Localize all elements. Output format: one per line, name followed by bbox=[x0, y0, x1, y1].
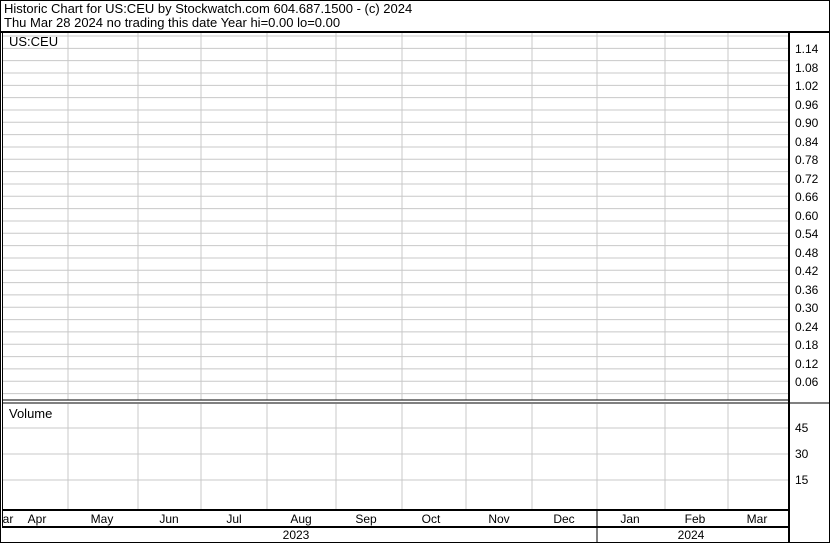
volume-tick-label: 45 bbox=[795, 421, 809, 435]
price-tick-label: 0.72 bbox=[795, 171, 819, 186]
price-tick-label: 0.42 bbox=[795, 264, 819, 278]
month-label: Jun bbox=[159, 512, 179, 526]
year-label: 2024 bbox=[677, 528, 705, 542]
volume-tick-label: 15 bbox=[795, 473, 809, 487]
price-tick-label: 0.12 bbox=[795, 356, 819, 371]
month-label: Oct bbox=[421, 512, 441, 526]
price-tick-label: 0.48 bbox=[795, 245, 819, 260]
price-tick-label: 1.02 bbox=[795, 79, 819, 93]
price-tick-label: 0.90 bbox=[795, 116, 819, 130]
month-label: Mar bbox=[746, 512, 768, 526]
price-tick-label: 0.96 bbox=[795, 97, 819, 112]
month-label: May bbox=[90, 512, 114, 526]
year-label: 2023 bbox=[282, 528, 310, 542]
price-tick-label: 1.14 bbox=[795, 42, 819, 56]
volume-tick-label: 30 bbox=[795, 447, 809, 461]
month-label: Aug bbox=[290, 512, 312, 526]
chart-title: Historic Chart for US:CEU by Stockwatch.… bbox=[4, 1, 413, 16]
price-tick-label: 0.36 bbox=[795, 282, 819, 297]
month-label: Jan bbox=[620, 512, 640, 526]
price-tick-label: 0.18 bbox=[795, 338, 819, 352]
price-tick-label: 0.84 bbox=[795, 134, 819, 149]
price-tick-label: 0.06 bbox=[795, 375, 819, 389]
price-panel-label: US:CEU bbox=[9, 34, 59, 49]
month-label: Apr bbox=[27, 512, 47, 526]
month-label: Sep bbox=[355, 512, 377, 526]
month-label: Jul bbox=[226, 512, 242, 526]
price-tick-label: 0.60 bbox=[795, 208, 819, 223]
price-tick-label: 0.54 bbox=[795, 227, 819, 241]
price-tick-label: 1.08 bbox=[795, 60, 819, 75]
price-tick-label: 0.30 bbox=[795, 301, 819, 315]
price-tick-label: 0.78 bbox=[795, 153, 819, 167]
volume-panel-label: Volume bbox=[9, 406, 53, 421]
month-label: Nov bbox=[488, 512, 510, 526]
month-label: ar bbox=[2, 512, 14, 526]
chart-subtitle: Thu Mar 28 2024 no trading this date Yea… bbox=[4, 15, 341, 30]
price-tick-label: 0.66 bbox=[795, 190, 819, 204]
month-label: Dec bbox=[553, 512, 575, 526]
price-tick-label: 0.24 bbox=[795, 319, 819, 334]
month-label: Feb bbox=[684, 512, 706, 526]
